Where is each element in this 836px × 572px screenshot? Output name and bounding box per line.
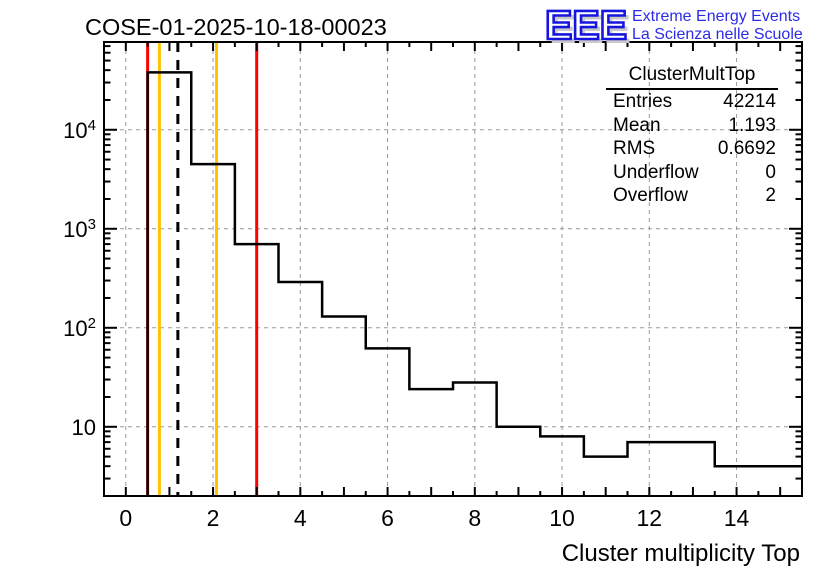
eee-logo-letters: EEE — [545, 2, 627, 48]
x-axis-tick-labels: 0 2 4 6 8 10 12 14 — [119, 505, 749, 531]
y-tick-label: 103 — [63, 216, 96, 242]
x-tick-label: 6 — [381, 505, 394, 531]
y-tick-label: 102 — [63, 315, 96, 341]
stat-label: Mean — [613, 114, 661, 136]
stat-row-entries: Entries 42214 — [606, 90, 778, 114]
y-tick-label: 104 — [63, 117, 96, 143]
stats-box-title: ClusterMultTop — [606, 63, 778, 90]
x-tick-label: 4 — [294, 505, 307, 531]
stat-label: Overflow — [613, 185, 688, 206]
axis-ticks — [103, 42, 803, 496]
stat-row-mean: Mean 1.193 — [606, 114, 778, 138]
stat-value: 42214 — [723, 91, 776, 112]
stat-value: 1.193 — [728, 114, 776, 136]
histogram-outline — [146, 71, 802, 496]
gridlines — [104, 42, 802, 496]
stat-value: 0 — [765, 161, 776, 183]
logo-tagline-line2: La Scienza nelle Scuole — [632, 26, 803, 43]
stat-value: 2 — [765, 185, 776, 206]
histogram-steps — [146, 71, 802, 496]
stats-box: ClusterMultTop Entries 42214 Mean 1.193 RM… — [606, 63, 778, 208]
stat-label: RMS — [613, 138, 656, 159]
page-title: COSE-01-2025-10-18-00023 — [85, 14, 387, 40]
eee-logo: EEE EEE Extreme Energy Events La Scienza… — [544, 1, 803, 52]
eee-logo-shadow: EEE — [549, 6, 631, 52]
stat-row-underflow: Underflow 0 — [606, 161, 778, 185]
x-tick-label: 12 — [637, 505, 663, 531]
logo-tagline-line1: Extreme Energy Events — [632, 8, 800, 25]
marker-lines — [146, 42, 259, 496]
stat-row-overflow: Overflow 2 — [606, 184, 778, 208]
x-tick-label: 14 — [724, 505, 750, 531]
stat-value: 0.6692 — [717, 138, 776, 159]
x-tick-label: 8 — [468, 505, 481, 531]
stat-label: Entries — [613, 91, 673, 112]
y-tick-label: 10 — [72, 415, 96, 440]
y-axis-tick-labels: 10 102 103 104 — [63, 117, 96, 440]
x-tick-label: 2 — [207, 505, 220, 531]
x-axis-title: Cluster multiplicity Top — [562, 540, 800, 567]
x-tick-label: 10 — [549, 505, 575, 531]
x-tick-label: 0 — [119, 505, 132, 531]
stat-label: Underflow — [613, 161, 699, 183]
stats-rows: Entries 42214 Mean 1.193 RMS 0.6692 Underfl… — [606, 90, 778, 208]
stat-row-rms: RMS 0.6692 — [606, 137, 778, 161]
